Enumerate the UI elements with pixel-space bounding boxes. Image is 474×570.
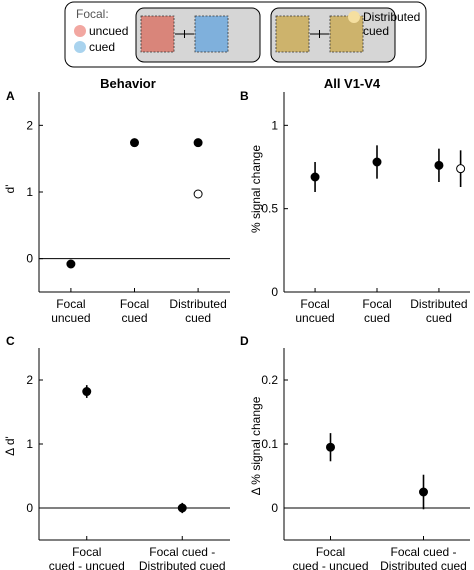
x-tick-label: uncued [51, 311, 90, 325]
panel-a: A Behavior d' 012FocaluncuedFocalcuedDis… [3, 76, 230, 325]
data-point-open [193, 189, 203, 199]
legend-uncued-label: uncued [89, 24, 128, 38]
panel-d-ylabel: Δ % signal change [249, 396, 263, 495]
x-tick-label: cued - uncued [292, 559, 368, 570]
panel-a-title: Behavior [100, 76, 156, 91]
x-tick-label: Focal [362, 297, 391, 311]
legend-distributed-label-1: Distributed [363, 10, 420, 24]
legend-uncued-swatch [74, 25, 86, 37]
x-tick-label: Focal cued - [149, 545, 215, 559]
y-tick-label: 0 [271, 501, 278, 515]
y-tick-label: 1 [271, 118, 278, 132]
y-tick-label: 0 [271, 285, 278, 299]
legend: Focal: uncued cued Distributed cued [64, 1, 427, 68]
data-point [177, 503, 187, 513]
fixation-cross-icon [310, 30, 329, 38]
x-tick-label: Focal [300, 297, 329, 311]
x-tick-label: cued - uncued [49, 559, 125, 570]
x-tick-label: Distributed cued [139, 559, 226, 570]
panel-c-ylabel: Δ d' [3, 436, 17, 456]
x-tick-label: Focal [120, 297, 149, 311]
panel-letter-d: D [240, 334, 249, 348]
x-tick-label: uncued [295, 311, 334, 325]
data-point [419, 487, 428, 497]
x-tick-label: cued [121, 311, 147, 325]
data-point [66, 259, 76, 269]
focal-uncued-patch [140, 15, 175, 53]
distributed-patch-right [329, 15, 364, 53]
x-tick-label: Distributed cued [380, 559, 467, 570]
x-tick-label: Focal [316, 545, 345, 559]
legend-cued-swatch [74, 41, 86, 53]
y-tick-label: 0.5 [261, 202, 278, 216]
y-tick-label: 0 [26, 501, 33, 515]
data-point [82, 387, 92, 397]
x-tick-label: Focal [72, 545, 101, 559]
panel-b-title: All V1-V4 [324, 76, 381, 91]
x-tick-label: cued [426, 311, 452, 325]
focal-cued-patch [194, 15, 229, 53]
x-tick-label: Focal cued - [390, 545, 456, 559]
y-tick-label: 1 [26, 185, 33, 199]
x-tick-label: cued [185, 311, 211, 325]
y-tick-label: 0.1 [261, 437, 278, 451]
panel-b-ylabel: % signal change [249, 145, 263, 233]
x-tick-label: Distributed [169, 297, 226, 311]
legend-focal-label: Focal: [76, 7, 109, 21]
x-tick-label: Distributed [410, 297, 467, 311]
y-tick-label: 0 [26, 252, 33, 266]
panel-letter-a: A [6, 89, 15, 103]
y-tick-label: 1 [26, 437, 33, 451]
data-point [193, 138, 203, 148]
x-tick-label: cued [364, 311, 390, 325]
y-tick-label: 2 [26, 373, 33, 387]
data-point [326, 442, 335, 452]
data-point-open [456, 164, 466, 174]
panel-letter-c: C [6, 334, 15, 348]
x-tick-label: Focal [56, 297, 85, 311]
panel-letter-b: B [240, 89, 249, 103]
y-tick-label: 0.2 [261, 373, 278, 387]
panel-a-ylabel: d' [3, 185, 17, 194]
data-point [310, 172, 320, 182]
y-tick-label: 2 [26, 118, 33, 132]
data-point [434, 160, 444, 170]
fixation-cross-icon [175, 30, 194, 38]
legend-distributed-label-2: cued [363, 24, 389, 38]
legend-cued-label: cued [89, 40, 115, 54]
data-point [372, 157, 382, 167]
distributed-patch-left [275, 15, 310, 53]
panel-b: B All V1-V4 % signal change 00.51Focalun… [240, 76, 470, 325]
data-point [130, 138, 139, 148]
legend-distributed-swatch [348, 11, 360, 23]
